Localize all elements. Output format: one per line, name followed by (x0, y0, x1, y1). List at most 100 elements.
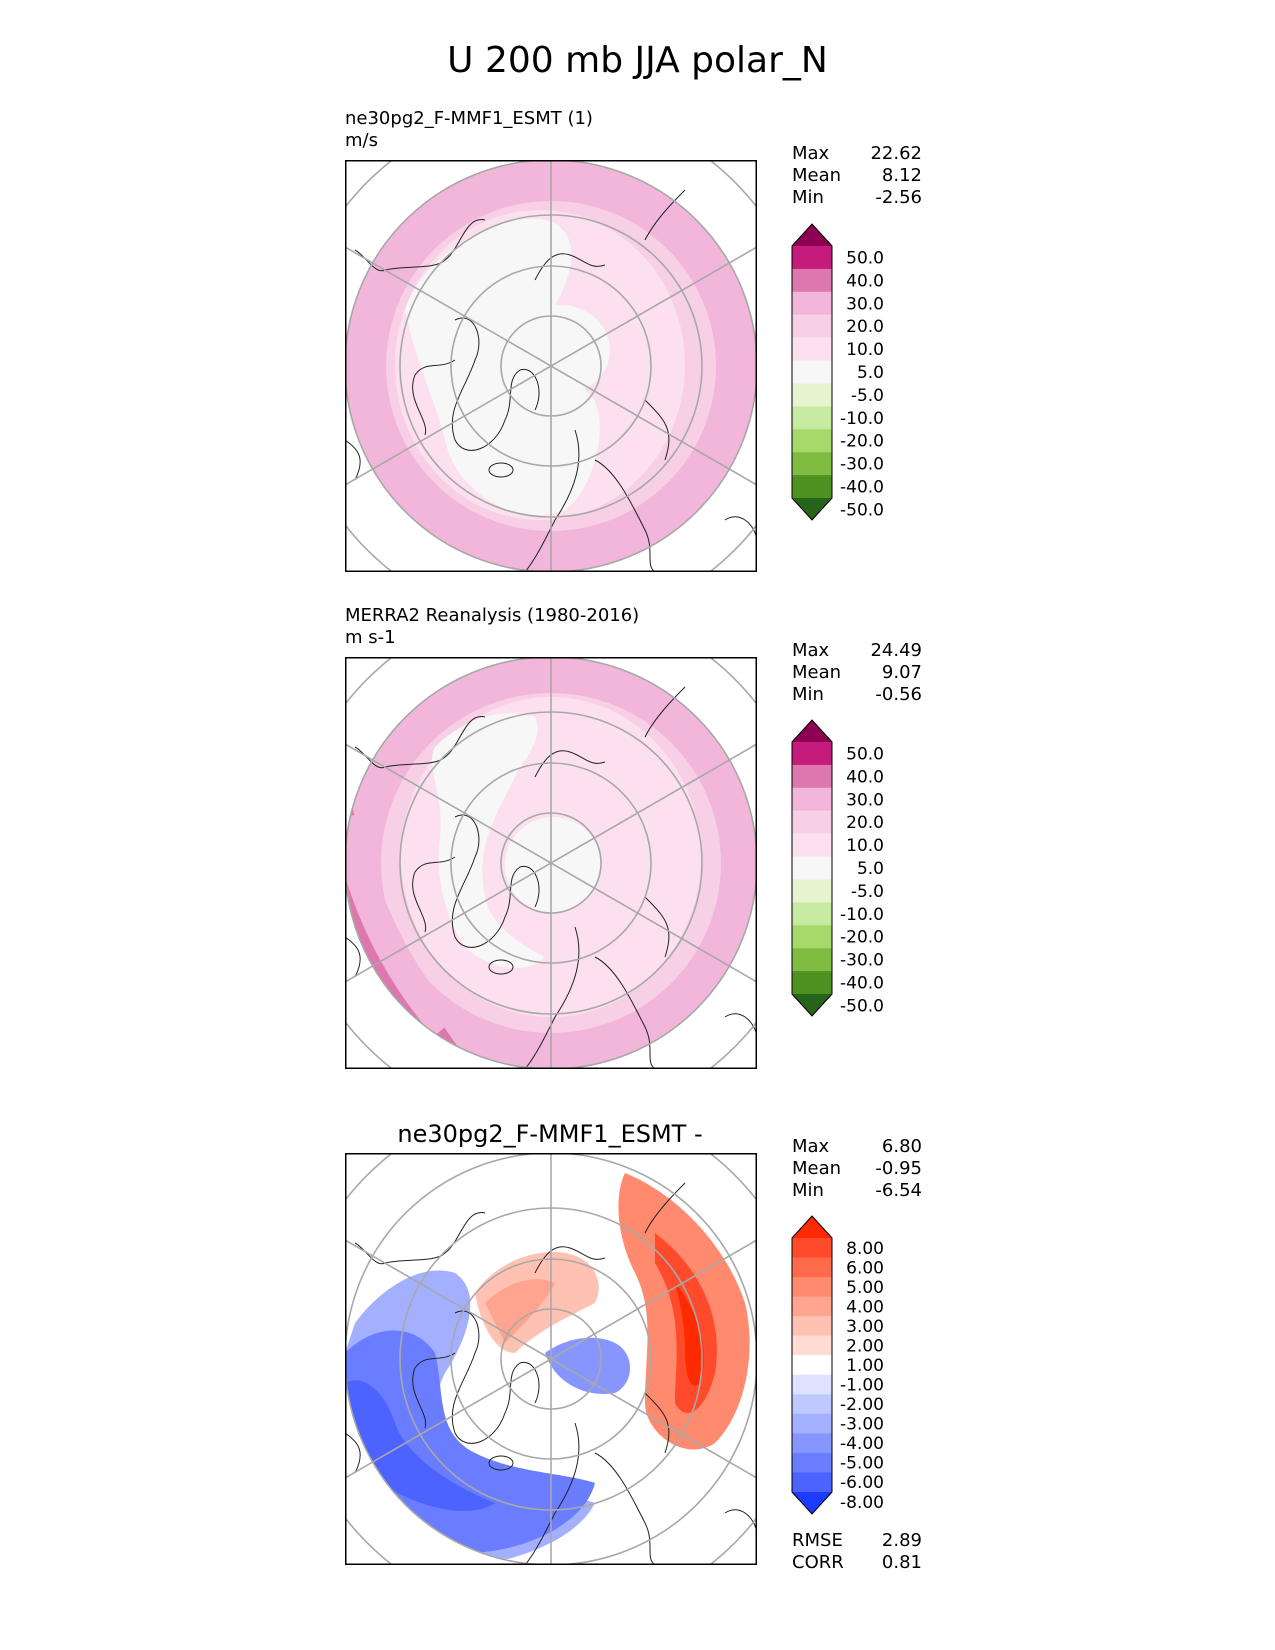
colorbar-segment (792, 475, 832, 499)
colorbar-tick-label: -5.0 (851, 386, 884, 406)
colorbar-segment (792, 246, 832, 270)
stat-mean: Mean 8.12 (792, 165, 922, 186)
colorbar-segment (792, 856, 832, 880)
colorbar-tick-label: -5.00 (840, 1454, 884, 1474)
stat-min: Min -6.54 (792, 1180, 922, 1201)
colorbar-segment (792, 268, 832, 293)
colorbar-tick-label: -40.0 (840, 974, 884, 994)
colorbar-segment (792, 1316, 832, 1337)
colorbar-segment (792, 1472, 832, 1493)
colorbar-tick-label: 20.0 (846, 317, 884, 337)
colorbar-segment (792, 452, 832, 476)
colorbar-extend-bottom (792, 1492, 832, 1514)
colorbar-segment (792, 337, 832, 362)
colorbar-tick-label: 50.0 (846, 248, 884, 268)
colorbar-segment (792, 787, 832, 812)
colorbar-segment (792, 429, 832, 453)
colorbar-tick-label: -6.00 (840, 1473, 884, 1493)
panel-2-colorbar: 50.0 40.0 30.0 20.0 10.0 5.0 -5.0 -10.0 -20.0 -30… (790, 719, 910, 1017)
panel-3-stats: Max 6.80 Mean -0.95 Min -6.54 (792, 1136, 922, 1202)
colorbar-tick-label: 4.00 (846, 1297, 884, 1317)
colorbar-tick-label: -30.0 (840, 455, 884, 475)
graticule (345, 160, 757, 572)
graticule (345, 1153, 757, 1565)
stat-min: Min -0.56 (792, 684, 922, 705)
metric-corr: CORR 0.81 (792, 1552, 922, 1573)
colorbar-segment (792, 742, 832, 766)
colorbar-segment (792, 291, 832, 316)
colorbar-tick-label: -20.0 (840, 432, 884, 452)
figure-title: U 200 mb JJA polar_N (447, 40, 828, 81)
panel-2-map (345, 657, 757, 1069)
colorbar-extend-bottom (792, 498, 832, 520)
colorbar-segment (792, 1257, 832, 1278)
colorbar-segment (792, 314, 832, 339)
colorbar-tick-label: 20.0 (846, 813, 884, 833)
colorbar-tick-label: 1.00 (846, 1356, 884, 1376)
colorbar-segment (792, 925, 832, 949)
colorbar-tick-label: -10.0 (840, 409, 884, 429)
panel-3-colorbar: 8.00 6.00 5.00 4.00 3.00 2.00 1.00 -1.00 -2.00 -3… (790, 1215, 910, 1515)
colorbar-outline (791, 719, 833, 1017)
graticule (345, 657, 757, 1069)
colorbar-tick-label: 5.0 (857, 859, 884, 879)
colorbar-tick-label: -40.0 (840, 478, 884, 498)
colorbar-tick-label: -4.00 (840, 1434, 884, 1454)
colorbar-tick-label: 6.00 (846, 1258, 884, 1278)
panel-1-map (345, 160, 757, 572)
stat-max: Max 22.62 (792, 143, 922, 164)
colorbar-segment (792, 1335, 832, 1356)
colorbar-tick-label: -50.0 (840, 996, 884, 1016)
colorbar-tick-label: 3.00 (846, 1317, 884, 1337)
colorbar-tick-label: 5.0 (857, 363, 884, 383)
stat-min: Min -2.56 (792, 187, 922, 208)
colorbar-tick-label: -50.0 (840, 500, 884, 520)
panel-2-units: m s-1 (345, 627, 396, 648)
colorbar-segment (792, 1277, 832, 1298)
colorbar-segment (792, 360, 832, 384)
panel-3-title: ne30pg2_F-MMF1_ESMT - (397, 1120, 703, 1148)
colorbar-tick-label: -3.00 (840, 1415, 884, 1435)
colorbar-segment (792, 1374, 832, 1395)
panel-1-colorbar: 50.0 40.0 30.0 20.0 10.0 5.0 -5.0 -10.0 -20.0 -30… (790, 223, 910, 521)
colorbar-extend-top (792, 1216, 832, 1238)
colorbar-segment (792, 764, 832, 789)
stat-mean: Mean 9.07 (792, 662, 922, 683)
metric-rmse: RMSE 2.89 (792, 1530, 922, 1551)
panel-3-metrics: RMSE 2.89 CORR 0.81 (792, 1530, 922, 1574)
panel-3-map (345, 1153, 757, 1565)
colorbar-segment (792, 1394, 832, 1415)
colorbar-tick-label: 8.00 (846, 1239, 884, 1259)
colorbar-tick-label: 10.0 (846, 340, 884, 360)
panel-2-subtitle: MERRA2 Reanalysis (1980-2016) (345, 605, 640, 626)
stat-max: Max 24.49 (792, 640, 922, 661)
colorbar-extend-top (792, 720, 832, 742)
colorbar-segment (792, 406, 832, 430)
panel-1-stats: Max 22.62 Mean 8.12 Min -2.56 (792, 143, 922, 209)
colorbar-segment (792, 1238, 832, 1259)
panel-1-units: m/s (345, 130, 378, 151)
colorbar-tick-label: -8.00 (840, 1493, 884, 1513)
colorbar-tick-label: -30.0 (840, 951, 884, 971)
panel-2-stats: Max 24.49 Mean 9.07 Min -0.56 (792, 640, 922, 706)
colorbar-tick-label: 5.00 (846, 1278, 884, 1298)
colorbar-tick-label: -2.00 (840, 1395, 884, 1415)
colorbar-extend-bottom (792, 994, 832, 1016)
panel-1-subtitle: ne30pg2_F-MMF1_ESMT (1) (345, 108, 593, 129)
stat-max: Max 6.80 (792, 1136, 922, 1157)
colorbar-segment (792, 383, 832, 407)
colorbar-tick-label: 40.0 (846, 767, 884, 787)
colorbar-segment (792, 1296, 832, 1317)
colorbar-tick-label: 2.00 (846, 1336, 884, 1356)
colorbar-tick-label: 40.0 (846, 271, 884, 291)
colorbar-segment (792, 879, 832, 903)
colorbar-segment (792, 902, 832, 926)
colorbar-tick-label: -10.0 (840, 905, 884, 925)
colorbar-tick-label: -1.00 (840, 1376, 884, 1396)
colorbar-extend-top (792, 224, 832, 246)
colorbar-tick-label: 30.0 (846, 790, 884, 810)
colorbar-tick-label: 10.0 (846, 836, 884, 856)
colorbar-tick-label: -20.0 (840, 928, 884, 948)
colorbar-segment (792, 1413, 832, 1434)
colorbar-segment (792, 833, 832, 858)
